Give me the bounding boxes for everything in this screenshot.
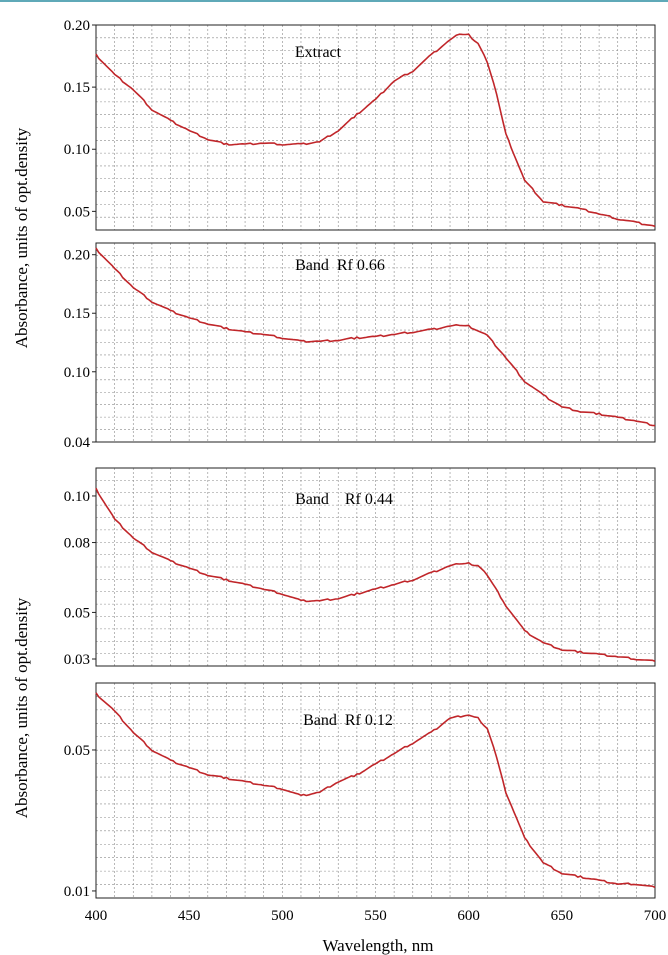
x-tick-label: 450 xyxy=(178,908,201,924)
top-border-line xyxy=(0,0,668,2)
y-tick-label: 0.05 xyxy=(64,605,90,621)
chart-title: Band Rf 0.66 xyxy=(295,257,385,274)
chart-title: Band Rf 0.44 xyxy=(295,491,393,508)
chart-title: Band Rf 0.12 xyxy=(303,712,393,729)
chart-title: Extract xyxy=(295,44,342,61)
x-tick-label: 550 xyxy=(364,908,387,924)
chart-panel-2: 0.04 0.10 0.15 0.20 Band Rf 0.66 xyxy=(64,242,656,451)
y-tick-label: 0.15 xyxy=(64,80,90,96)
chart-panel-4: 0.01 0.05 Band Rf 0.12 xyxy=(64,682,656,900)
x-tick-label: 400 xyxy=(85,908,108,924)
x-tick-label: 700 xyxy=(644,908,667,924)
y-tick-label: 0.20 xyxy=(64,248,90,264)
plot-frame xyxy=(95,242,656,443)
x-axis-label: Wavelength, nm xyxy=(323,936,434,955)
y-tick-label: 0.01 xyxy=(64,884,90,900)
plot-frame xyxy=(95,24,656,231)
x-tick-labels: 400 450 500 550 600 650 700 xyxy=(85,908,667,924)
plot-frame xyxy=(95,682,656,899)
y-tick-label: 0.05 xyxy=(64,743,90,759)
x-tick-label: 500 xyxy=(271,908,294,924)
y-tick-label: 0.03 xyxy=(64,652,90,668)
spectrum-series-line xyxy=(95,33,656,228)
plot-frame xyxy=(95,467,656,667)
y-tick-label: 0.04 xyxy=(64,435,91,451)
x-tick-label: 600 xyxy=(457,908,480,924)
y-tick-label: 0.10 xyxy=(64,489,90,505)
y-axis-label-top: Absorbance, units of opt.density xyxy=(12,127,31,348)
spectrum-series-line xyxy=(95,487,656,663)
y-axis-label-bottom: Absorbance, units of opt.density xyxy=(12,597,31,818)
y-tick-label: 0.15 xyxy=(64,306,90,322)
chart-panel-1: 0.05 0.10 0.15 0.20 Extract xyxy=(64,18,656,231)
chart-panels: 0.05 0.10 0.15 0.20 Extract 0.04 0.10 0.15 0.20 B… xyxy=(64,18,656,900)
spectrum-series-line xyxy=(95,247,656,427)
x-tick-label: 650 xyxy=(551,908,574,924)
y-tick-label: 0.10 xyxy=(64,365,90,381)
y-tick-label: 0.20 xyxy=(64,18,90,34)
y-tick-label: 0.08 xyxy=(64,536,90,552)
spectrum-series-line xyxy=(95,692,656,889)
y-tick-label: 0.10 xyxy=(64,142,90,158)
chart-panel-3: 0.03 0.05 0.08 0.10 Band Rf 0.44 xyxy=(64,467,656,668)
y-tick-label: 0.05 xyxy=(64,204,90,220)
